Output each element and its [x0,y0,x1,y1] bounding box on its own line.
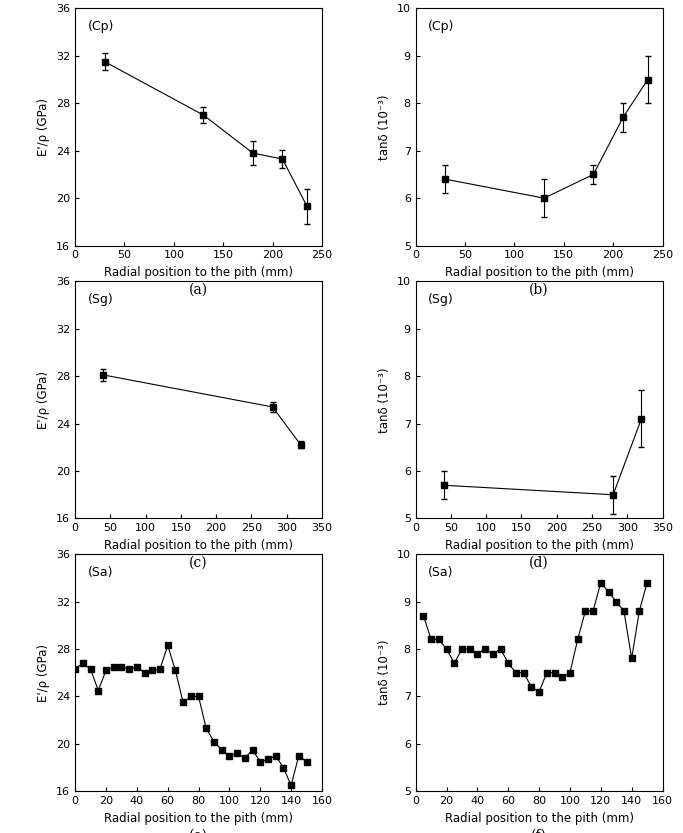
Y-axis label: tanδ (10⁻³): tanδ (10⁻³) [378,367,391,432]
Text: (Sa): (Sa) [428,566,454,579]
X-axis label: Radial position to the pith (mm): Radial position to the pith (mm) [445,539,634,552]
Text: (d): (d) [529,556,549,570]
Text: (Sg): (Sg) [87,293,113,306]
Y-axis label: tanδ (10⁻³): tanδ (10⁻³) [378,640,391,706]
Y-axis label: E'/ρ (GPa): E'/ρ (GPa) [38,98,51,156]
Text: (b): (b) [529,283,549,297]
X-axis label: Radial position to the pith (mm): Radial position to the pith (mm) [445,812,634,825]
Y-axis label: E'/ρ (GPa): E'/ρ (GPa) [38,644,51,701]
Text: (a): (a) [189,283,208,297]
Y-axis label: tanδ (10⁻³): tanδ (10⁻³) [378,94,391,160]
X-axis label: Radial position to the pith (mm): Radial position to the pith (mm) [104,539,293,552]
Text: (Cp): (Cp) [87,20,114,33]
X-axis label: Radial position to the pith (mm): Radial position to the pith (mm) [104,266,293,279]
X-axis label: Radial position to the pith (mm): Radial position to the pith (mm) [104,812,293,825]
X-axis label: Radial position to the pith (mm): Radial position to the pith (mm) [445,266,634,279]
Text: (f): (f) [531,829,547,833]
Text: (c): (c) [189,556,208,570]
Text: (Cp): (Cp) [428,20,454,33]
Text: (Sg): (Sg) [428,293,454,306]
Text: (e): (e) [189,829,208,833]
Text: (Sa): (Sa) [87,566,113,579]
Y-axis label: E'/ρ (GPa): E'/ρ (GPa) [38,371,51,429]
